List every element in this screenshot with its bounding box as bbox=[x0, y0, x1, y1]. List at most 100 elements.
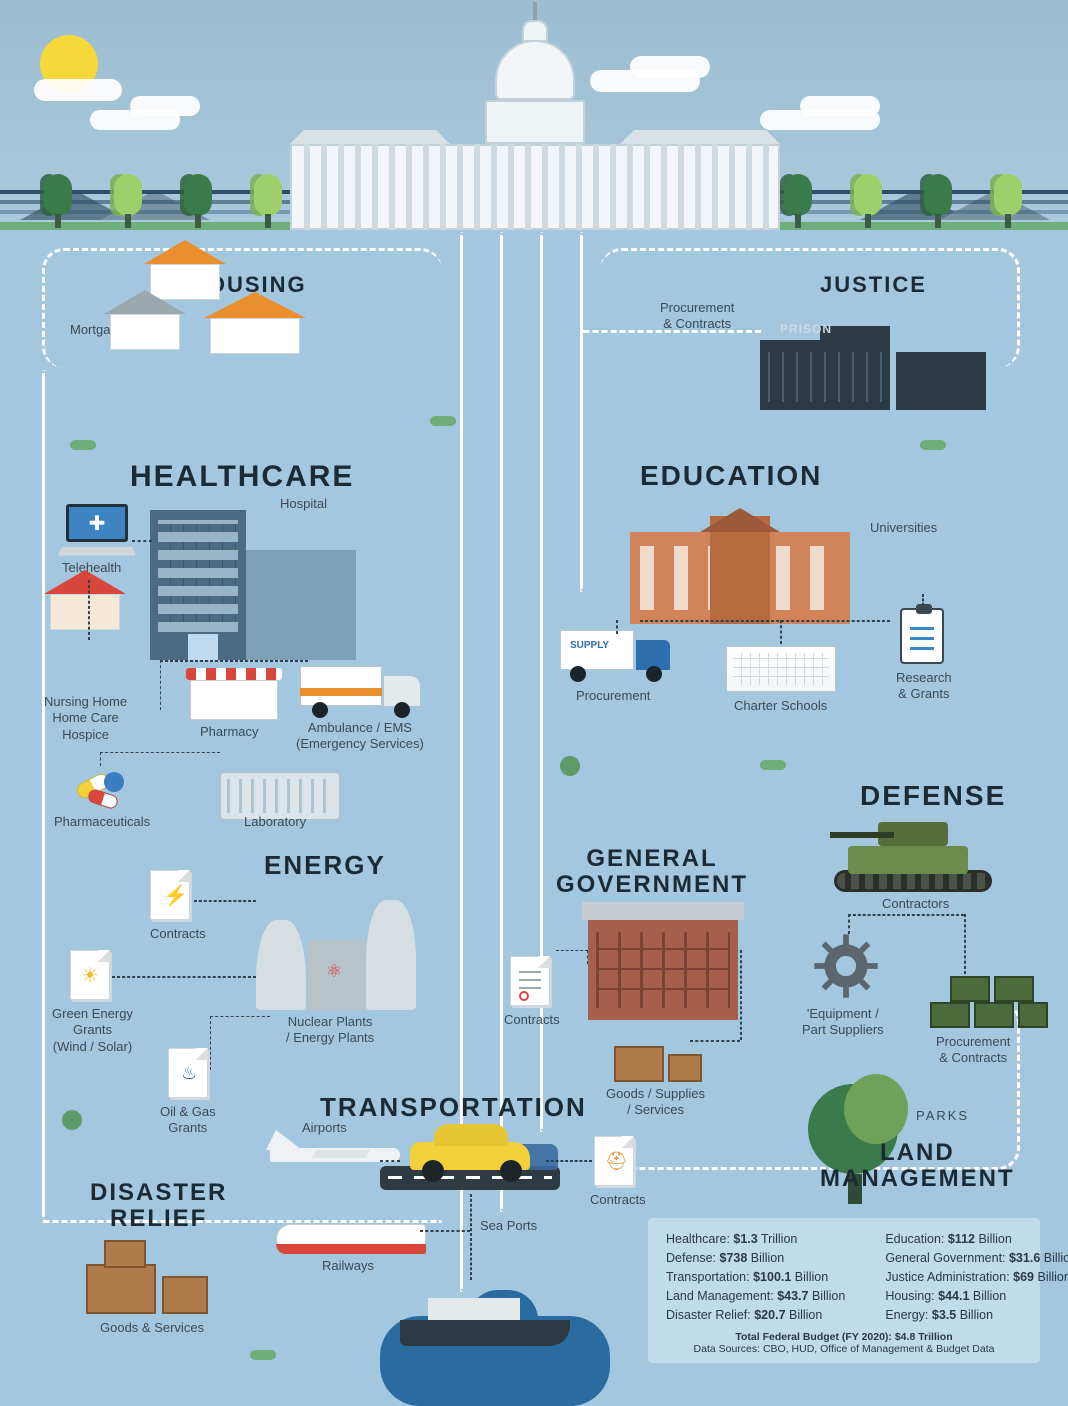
school-icon bbox=[630, 494, 850, 624]
universities-label: Universities bbox=[870, 520, 937, 536]
clipboard-icon bbox=[900, 608, 944, 664]
connector bbox=[100, 752, 220, 766]
nursing-label: Nursing Home Home Care Hospice bbox=[44, 694, 127, 743]
grass-icon bbox=[920, 440, 946, 450]
connector bbox=[740, 950, 742, 1040]
connector bbox=[380, 1160, 400, 1162]
cloud-icon bbox=[800, 96, 880, 116]
energy-title: ENERGY bbox=[264, 850, 386, 881]
legend-row: Defense: $738 Billion bbox=[666, 1251, 845, 1265]
tree-icon bbox=[780, 168, 816, 228]
solar-doc-icon: ☀ bbox=[70, 950, 110, 1000]
train-icon bbox=[276, 1212, 426, 1260]
legend-row: Education: $112 Billion bbox=[885, 1232, 1068, 1246]
shrub-icon bbox=[560, 756, 580, 776]
supply-text: SUPPLY bbox=[570, 640, 609, 651]
connector bbox=[132, 540, 152, 542]
connector bbox=[690, 1040, 740, 1042]
parks-label: PARKS bbox=[916, 1108, 969, 1124]
supply-truck-icon bbox=[560, 626, 670, 682]
charter-label: Charter Schools bbox=[734, 698, 827, 714]
green-energy-label: Green Energy Grants (Wind / Solar) bbox=[52, 1006, 133, 1055]
ambulance-label: Ambulance / EMS (Emergency Services) bbox=[296, 720, 424, 753]
charter-school-icon bbox=[726, 646, 836, 692]
road-dash bbox=[42, 370, 45, 1220]
legend-row: Transportation: $100.1 Billion bbox=[666, 1270, 845, 1284]
capitol-icon bbox=[290, 40, 780, 230]
road-dash bbox=[580, 232, 583, 592]
connector bbox=[420, 1230, 470, 1232]
grass-icon bbox=[760, 760, 786, 770]
healthcare-title: HEALTHCARE bbox=[130, 460, 354, 494]
edu-proc-label: Procurement bbox=[576, 688, 650, 704]
pharma-label: Pharmaceuticals bbox=[54, 814, 150, 830]
sources-text: Data Sources: CBO, HUD, Office of Manage… bbox=[694, 1343, 995, 1355]
connector bbox=[848, 914, 964, 916]
equipment-label: 'Equipment / Part Suppliers bbox=[802, 1006, 884, 1039]
ambulance-icon bbox=[300, 662, 420, 718]
total-label: Total Federal Budget (FY 2020): bbox=[735, 1331, 892, 1343]
legend-left-col: Healthcare: $1.3 Trillion Defense: $738 B… bbox=[666, 1232, 845, 1327]
connector bbox=[556, 950, 588, 964]
disaster-goods-label: Goods & Services bbox=[100, 1320, 204, 1336]
tree-icon bbox=[40, 168, 76, 228]
contractors-label: Contractors bbox=[882, 896, 949, 912]
hospital-icon bbox=[150, 500, 360, 660]
legend-row: Justice Administration: $69 Billion bbox=[885, 1270, 1068, 1284]
laboratory-icon bbox=[220, 760, 340, 820]
pharmacy-icon bbox=[190, 668, 278, 720]
infographic-stage: HOUSING Mortgage JUSTICE Procurement & C… bbox=[0, 0, 1068, 1406]
connector bbox=[616, 620, 618, 634]
legend-row: General Government: $31.6 Billion bbox=[885, 1251, 1068, 1265]
prison-icon: PRISON bbox=[760, 310, 1000, 410]
car-icon bbox=[400, 1120, 540, 1190]
airports-label: Airports bbox=[302, 1120, 347, 1136]
grass-icon bbox=[250, 1350, 276, 1360]
budget-legend: Healthcare: $1.3 Trillion Defense: $738 B… bbox=[648, 1218, 1040, 1363]
connector bbox=[848, 914, 850, 934]
tree-icon bbox=[110, 168, 146, 228]
gengov-contracts-label: Contracts bbox=[504, 1012, 560, 1028]
shrub-icon bbox=[62, 1110, 82, 1130]
connector bbox=[194, 900, 256, 902]
sun-icon bbox=[40, 35, 98, 93]
trans-contracts-label: Contracts bbox=[590, 1192, 646, 1208]
gear-icon bbox=[810, 930, 882, 1002]
gengov-title: GENERAL GOVERNMENT bbox=[556, 846, 748, 899]
transport-title: TRANSPORTATION bbox=[320, 1092, 587, 1123]
tree-icon bbox=[990, 168, 1026, 228]
connector bbox=[964, 914, 966, 974]
connector bbox=[470, 1194, 472, 1280]
connector bbox=[546, 1160, 592, 1162]
nuclear-label: Nuclear Plants / Energy Plants bbox=[286, 1014, 374, 1047]
seaports-label: Sea Ports bbox=[480, 1218, 537, 1234]
pharmacy-label: Pharmacy bbox=[200, 724, 259, 740]
legend-row: Energy: $3.5 Billion bbox=[885, 1308, 1068, 1322]
laboratory-label: Laboratory bbox=[244, 814, 306, 830]
nuclear-plant-icon: ⚛ bbox=[256, 880, 416, 1010]
oilgas-doc-icon: ♨ bbox=[168, 1048, 208, 1098]
legend-row: Housing: $44.1 Billion bbox=[885, 1289, 1068, 1303]
contract-doc-icon: ⚡ bbox=[150, 870, 190, 920]
road-dash bbox=[500, 232, 503, 1212]
prison-sign: PRISON bbox=[780, 322, 832, 336]
justice-title: JUSTICE bbox=[820, 272, 927, 298]
connector bbox=[112, 976, 256, 978]
tree-icon bbox=[850, 168, 886, 228]
connector bbox=[210, 1016, 270, 1070]
connector bbox=[88, 580, 90, 640]
connector bbox=[780, 620, 782, 644]
energy-contracts-label: Contracts bbox=[150, 926, 206, 942]
oilgas-label: Oil & Gas Grants bbox=[160, 1104, 216, 1137]
pills-icon bbox=[74, 770, 128, 810]
land-title: LAND MANAGEMENT bbox=[820, 1140, 1015, 1193]
justice-proc-label: Procurement & Contracts bbox=[660, 300, 734, 333]
laptop-icon: ✚ bbox=[60, 504, 134, 556]
legend-row: Healthcare: $1.3 Trillion bbox=[666, 1232, 845, 1246]
contract-doc-icon: ⛑ bbox=[594, 1136, 634, 1186]
gov-building-icon bbox=[588, 900, 738, 1020]
grass-icon bbox=[430, 416, 456, 426]
tree-icon bbox=[180, 168, 216, 228]
legend-right-col: Education: $112 Billion General Governmen… bbox=[885, 1232, 1068, 1327]
defense-proc-label: Procurement & Contracts bbox=[936, 1034, 1010, 1067]
